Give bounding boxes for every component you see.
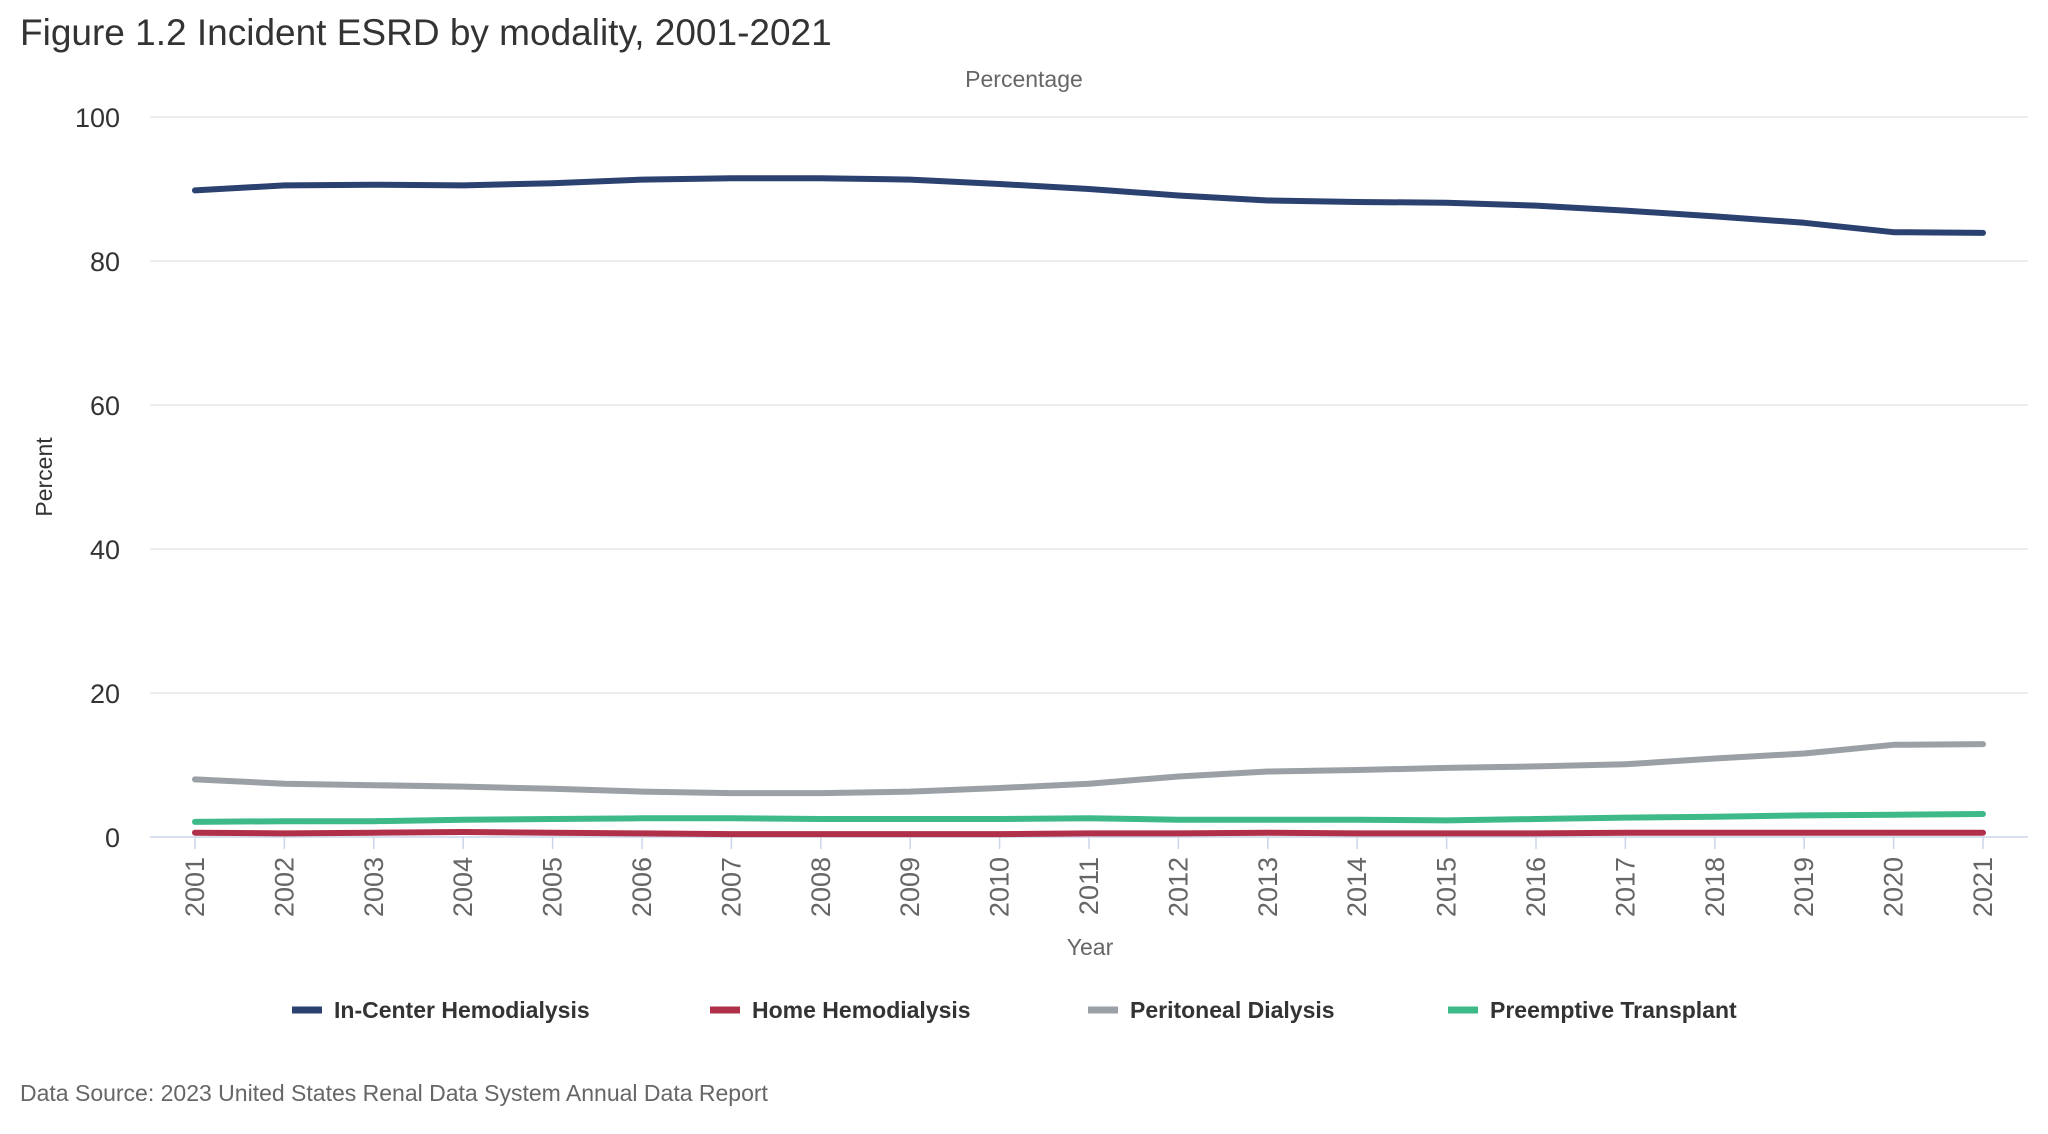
x-tick-label: 2006 xyxy=(627,857,657,917)
y-tick-label: 0 xyxy=(105,823,120,853)
legend: In-Center Hemodialysis Home Hemodialysis P… xyxy=(292,997,1737,1023)
legend-label: Preemptive Transplant xyxy=(1490,997,1737,1023)
x-axis-ticks: 2001 2002 2003 2004 2005 2006 2007 2008 2009 2010… xyxy=(180,837,1998,917)
x-tick-label: 2001 xyxy=(180,857,210,917)
chart-subtitle: Percentage xyxy=(965,66,1083,92)
series-lines xyxy=(192,175,1986,838)
x-tick-label: 2020 xyxy=(1879,857,1909,917)
y-axis-ticks: 0 20 40 60 80 100 xyxy=(75,103,120,853)
y-tick-label: 80 xyxy=(90,247,120,277)
x-tick-label: 2005 xyxy=(538,857,568,917)
x-tick-label: 2004 xyxy=(448,857,478,917)
x-tick-label: 2002 xyxy=(269,857,299,917)
y-tick-label: 100 xyxy=(75,103,120,133)
legend-label: Peritoneal Dialysis xyxy=(1130,997,1335,1023)
x-tick-label: 2013 xyxy=(1253,857,1283,917)
series-line-0 xyxy=(192,175,1986,236)
legend-item: Preemptive Transplant xyxy=(1448,997,1737,1023)
y-tick-label: 20 xyxy=(90,679,120,709)
x-tick-label: 2007 xyxy=(716,857,746,917)
x-tick-label: 2018 xyxy=(1700,857,1730,917)
y-axis-title: Percent xyxy=(31,437,57,517)
series-line-3 xyxy=(192,811,1986,825)
source-note: Data Source: 2023 United States Renal Da… xyxy=(20,1080,768,1106)
gridlines xyxy=(150,116,2028,838)
x-tick-label: 2017 xyxy=(1610,857,1640,917)
x-tick-label: 2009 xyxy=(895,857,925,917)
x-tick-label: 2016 xyxy=(1521,857,1551,917)
x-tick-label: 2008 xyxy=(806,857,836,917)
legend-label: In-Center Hemodialysis xyxy=(334,997,590,1023)
x-tick-label: 2015 xyxy=(1432,857,1462,917)
series-line-2 xyxy=(192,741,1986,797)
x-tick-label: 2011 xyxy=(1074,857,1104,915)
legend-item: Home Hemodialysis xyxy=(710,997,971,1023)
y-tick-label: 40 xyxy=(90,535,120,565)
x-tick-label: 2003 xyxy=(359,857,389,917)
x-tick-label: 2019 xyxy=(1789,857,1819,917)
chart-title: Figure 1.2 Incident ESRD by modality, 20… xyxy=(20,12,832,53)
y-tick-label: 60 xyxy=(90,391,120,421)
legend-label: Home Hemodialysis xyxy=(752,997,971,1023)
legend-item: Peritoneal Dialysis xyxy=(1088,997,1335,1023)
x-axis-title: Year xyxy=(1067,934,1114,960)
x-tick-label: 2010 xyxy=(985,857,1015,917)
series-line-1 xyxy=(192,829,1986,838)
legend-item: In-Center Hemodialysis xyxy=(292,997,590,1023)
x-tick-label: 2014 xyxy=(1342,857,1372,917)
x-tick-label: 2012 xyxy=(1163,857,1193,917)
x-tick-label: 2021 xyxy=(1968,857,1998,917)
